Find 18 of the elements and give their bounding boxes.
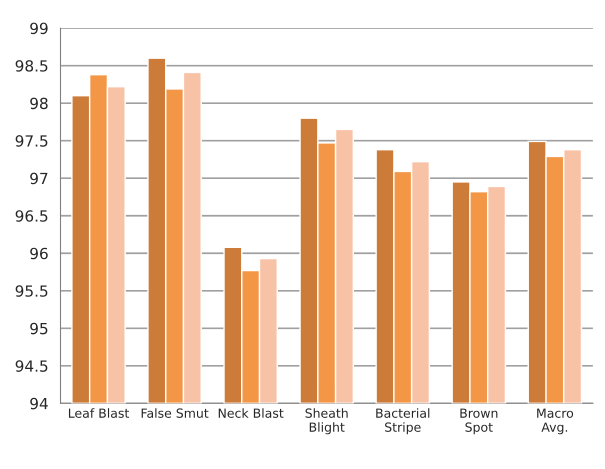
y-tick-label: 98 xyxy=(30,98,48,110)
x-tick-label: Macro Avg. xyxy=(537,408,574,434)
y-tick-label: 99 xyxy=(30,22,48,34)
x-tick-label: Bacterial Stripe xyxy=(376,408,430,434)
y-tick-label: 98.5 xyxy=(16,60,48,72)
x-tick-label: Sheath Blight xyxy=(306,408,348,434)
y-tick-label: 96.5 xyxy=(16,210,48,222)
y-tick-label: 97.5 xyxy=(16,135,48,147)
x-tick-label: False Smut xyxy=(142,408,208,418)
y-tick-label: 95 xyxy=(30,322,48,334)
y-tick-label: 95.5 xyxy=(16,285,48,297)
y-tick-label: 97 xyxy=(30,172,48,184)
y-tick-label: 96 xyxy=(30,248,48,260)
x-tick-label: Leaf Blast xyxy=(68,408,130,418)
x-tick-label: Neck Blast xyxy=(218,408,284,418)
y-tick-label: 94.5 xyxy=(16,360,48,372)
x-tick-label: Brown Spot xyxy=(460,408,498,434)
y-tick-label: 94 xyxy=(30,398,48,410)
